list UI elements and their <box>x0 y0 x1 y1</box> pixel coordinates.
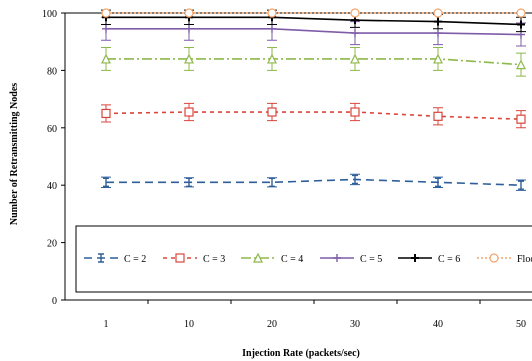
data-point-2-1 <box>184 53 194 64</box>
legend: C = 2 C = 3 C = 4 C = 5 C = 6 Flooding <box>75 225 532 293</box>
legend-swatch-marker-4 <box>411 254 419 262</box>
data-point-0-1 <box>186 177 192 188</box>
series-0 <box>101 173 526 191</box>
data-point-1-4 <box>433 111 443 121</box>
data-point-5-3 <box>350 8 360 18</box>
legend-label-1: C = 3 <box>203 254 225 265</box>
data-point-2-5 <box>516 59 526 70</box>
data-point-0-5 <box>518 180 524 190</box>
x-tick-label-20: 20 <box>267 319 277 330</box>
data-point-5-4 <box>433 8 443 18</box>
series-5 <box>101 8 526 18</box>
data-point-0-4 <box>435 177 441 188</box>
series-1 <box>101 102 526 129</box>
y-axis-label: Number of Retransmitting Nodes <box>9 83 20 225</box>
y-tick-label-60: 60 <box>47 124 57 135</box>
data-point-0-3 <box>352 174 358 185</box>
data-point-2-4 <box>433 53 443 64</box>
series-line-1 <box>105 111 522 120</box>
x-tick-label-30: 30 <box>350 319 360 330</box>
legend-label-2: C = 4 <box>281 254 303 265</box>
legend-swatch-marker-2 <box>253 252 263 263</box>
x-tick-label-1: 1 <box>104 319 109 330</box>
y-tick-label-100: 100 <box>42 9 57 20</box>
series-layer <box>101 8 526 191</box>
legend-swatch-marker-1 <box>175 253 185 263</box>
legend-label-4: C = 6 <box>438 254 460 265</box>
data-point-2-0 <box>101 53 111 64</box>
legend-swatch-marker-5 <box>489 253 499 263</box>
data-point-4-4 <box>434 17 442 26</box>
data-point-1-3 <box>350 107 360 117</box>
legend-swatch-marker-0 <box>98 253 104 263</box>
data-point-1-0 <box>101 108 111 119</box>
legend-label-0: C = 2 <box>124 254 146 265</box>
data-point-0-0 <box>103 177 109 188</box>
legend-swatch-marker-3 <box>333 254 341 262</box>
data-point-2-2 <box>267 53 277 64</box>
data-point-0-2 <box>269 177 275 188</box>
data-point-3-1 <box>185 24 193 33</box>
data-point-5-0 <box>101 8 111 18</box>
data-point-3-2 <box>268 24 276 33</box>
data-point-1-1 <box>184 107 194 117</box>
data-point-3-4 <box>434 29 442 38</box>
data-point-5-1 <box>184 8 194 18</box>
data-point-2-3 <box>350 53 360 64</box>
legend-label-3: C = 5 <box>360 254 382 265</box>
x-tick-label-10: 10 <box>184 319 194 330</box>
data-point-1-5 <box>516 114 526 124</box>
x-tick-label-40: 40 <box>433 319 443 330</box>
series-line-4 <box>106 16 522 26</box>
data-point-3-3 <box>351 29 359 38</box>
series-line-0 <box>106 178 522 186</box>
data-point-1-2 <box>267 107 277 117</box>
data-point-3-0 <box>102 24 110 33</box>
series-line-2 <box>106 58 522 66</box>
x-axis-label: Injection Rate (packets/sec) <box>242 348 360 359</box>
data-point-5-5 <box>516 8 526 18</box>
y-tick-label-20: 20 <box>47 239 57 250</box>
y-tick-label-0: 0 <box>52 296 57 307</box>
legend-label-5: Flooding <box>517 254 532 265</box>
series-line-3 <box>106 27 522 36</box>
x-tick-label-50: 50 <box>516 319 526 330</box>
y-tick-label-40: 40 <box>47 181 57 192</box>
series-3 <box>101 16 526 47</box>
data-point-4-5 <box>517 20 525 29</box>
y-tick-label-80: 80 <box>47 66 57 77</box>
series-2 <box>101 46 526 77</box>
data-point-5-2 <box>267 8 277 18</box>
legend-box <box>75 225 532 293</box>
